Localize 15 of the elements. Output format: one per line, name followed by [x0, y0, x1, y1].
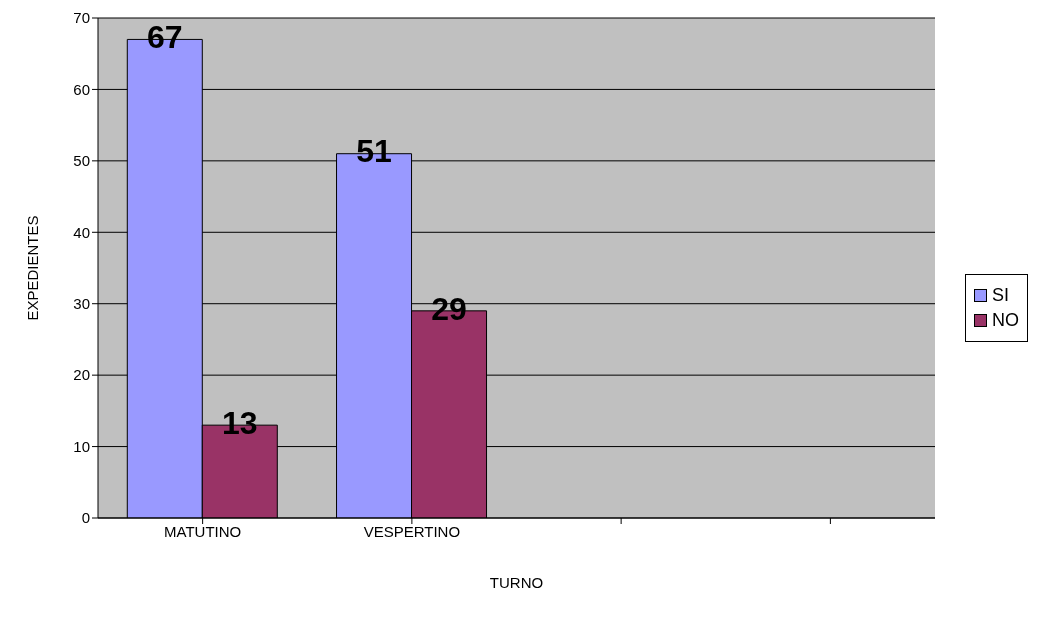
x-axis-title: TURNO — [489, 574, 544, 591]
y-tick-label: 60 — [73, 80, 90, 98]
y-tick-label: 50 — [73, 152, 90, 170]
y-tick-label: 20 — [73, 366, 90, 384]
y-tick-label: 40 — [73, 223, 90, 241]
x-tick-label: MATUTINO — [164, 522, 242, 540]
legend-label: NO — [992, 310, 1019, 331]
y-tick-label: 10 — [73, 437, 90, 455]
x-tick-label: VESPERTINO — [363, 522, 461, 540]
y-axis-title: EXPEDIENTES — [24, 215, 42, 321]
data-label: 29 — [431, 290, 467, 327]
legend-label: SI — [992, 285, 1010, 306]
y-tick-label: 70 — [73, 9, 90, 27]
y-tick-label: 0 — [81, 509, 90, 527]
y-tick-label: 30 — [73, 295, 90, 313]
